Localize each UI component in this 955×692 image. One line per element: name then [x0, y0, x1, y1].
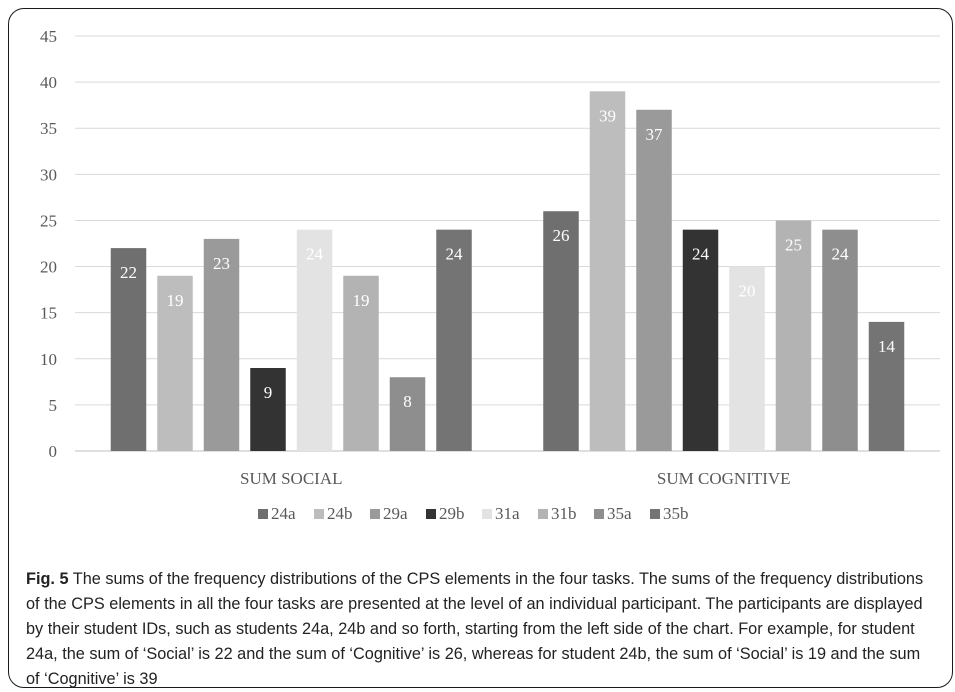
caption-label: Fig. 5	[26, 570, 69, 588]
caption-text: The sums of the frequency distributions …	[26, 570, 924, 688]
x-category-label-1: SUM COGNITIVE	[657, 469, 791, 488]
bars	[110, 91, 905, 452]
data-label-35a-0: 8	[403, 392, 412, 411]
y-axis-ticks: 0 5 10 15 20 25 30 35 40 45	[40, 27, 57, 461]
y-tick-label-35: 35	[40, 119, 57, 138]
bar-29b-0	[250, 368, 286, 451]
bar-24a-1	[543, 211, 579, 451]
legend-swatch-24a	[258, 509, 268, 519]
bar-29a-1	[636, 109, 672, 452]
data-label-31b-1: 25	[785, 235, 802, 254]
legend-label-35a: 35a	[607, 504, 632, 523]
bar-29b-1	[682, 229, 719, 451]
legend-label-29b: 29b	[439, 504, 465, 523]
bar-35a-1	[822, 229, 858, 451]
bar-31b-1	[775, 220, 812, 451]
legend-label-24b: 24b	[327, 504, 353, 523]
data-label-31b-0: 19	[353, 291, 370, 310]
y-tick-label-20: 20	[40, 258, 57, 277]
bar-35a-0	[389, 377, 426, 451]
bar-29a-0	[203, 238, 240, 451]
data-label-24a-0: 22	[120, 263, 137, 282]
y-tick-label-30: 30	[40, 165, 57, 184]
y-tick-label-5: 5	[49, 396, 58, 415]
bar-24b-1	[589, 91, 626, 451]
data-label-29a-0: 23	[213, 254, 230, 273]
legend-swatch-35b	[650, 509, 660, 519]
y-tick-label-40: 40	[40, 73, 57, 92]
legend-swatch-24b	[314, 509, 324, 519]
bar-35b-1	[868, 321, 905, 451]
bar-24a-0	[110, 248, 147, 451]
data-label-35a-1: 24	[832, 245, 850, 264]
legend-label-35b: 35b	[663, 504, 689, 523]
figure-caption: Fig. 5 The sums of the frequency distrib…	[26, 567, 936, 692]
legend-swatch-35a	[594, 509, 604, 519]
legend-label-24a: 24a	[271, 504, 296, 523]
data-labels: 22 19 23 9 24 19 8 24 26 39 37 24 20 25 24 14	[120, 106, 896, 411]
legend: 24a 24b 29a 29b 31a 31b 35a 35b	[258, 504, 689, 523]
data-label-24a-1: 26	[553, 226, 570, 245]
bar-31b-0	[343, 275, 379, 451]
data-label-29b-0: 9	[264, 383, 273, 402]
category-labels: SUM SOCIAL SUM COGNITIVE	[240, 469, 791, 488]
legend-label-31a: 31a	[495, 504, 520, 523]
bar-31a-1	[729, 266, 765, 451]
legend-swatch-31b	[538, 509, 548, 519]
data-label-31a-1: 20	[739, 282, 756, 301]
bar-31a-0	[296, 229, 333, 451]
y-tick-label-25: 25	[40, 211, 57, 230]
x-category-label-0: SUM SOCIAL	[240, 469, 343, 488]
y-tick-label-45: 45	[40, 27, 57, 46]
y-tick-label-10: 10	[40, 350, 57, 369]
data-label-35b-1: 14	[878, 337, 896, 356]
legend-swatch-29b	[426, 509, 436, 519]
y-tick-label-15: 15	[40, 304, 57, 323]
legend-swatch-31a	[482, 509, 492, 519]
legend-label-31b: 31b	[551, 504, 577, 523]
data-label-31a-0: 24	[306, 245, 324, 264]
data-label-29b-1: 24	[692, 245, 710, 264]
legend-label-29a: 29a	[383, 504, 408, 523]
data-label-24b-0: 19	[167, 291, 184, 310]
data-label-35b-0: 24	[446, 245, 464, 264]
y-tick-label-0: 0	[49, 442, 58, 461]
data-label-24b-1: 39	[599, 106, 616, 125]
bar-35b-0	[436, 229, 472, 451]
legend-swatch-29a	[370, 509, 380, 519]
bar-24b-0	[157, 275, 193, 451]
data-label-29a-1: 37	[646, 125, 664, 144]
